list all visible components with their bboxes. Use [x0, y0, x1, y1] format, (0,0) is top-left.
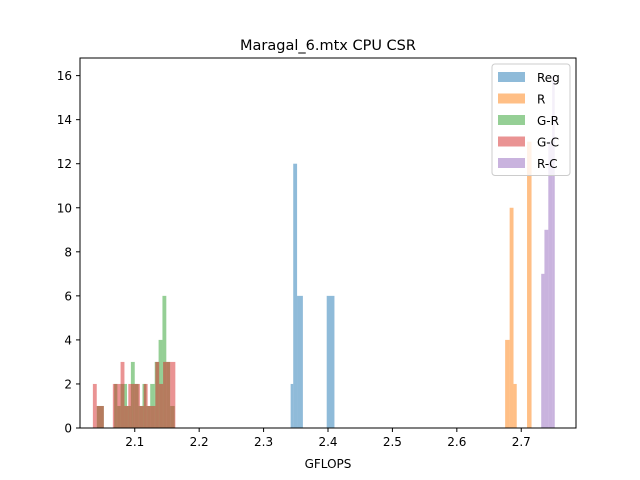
- bar-g-c-4: [120, 361, 125, 428]
- y-tick-label: 12: [57, 157, 72, 171]
- bar-g-c-2: [112, 383, 117, 428]
- legend-swatch-reg: [498, 72, 525, 82]
- x-tick-label: 2.6: [447, 435, 466, 449]
- y-tick-label: 2: [64, 377, 72, 391]
- bar-r-c-0: [541, 273, 545, 428]
- bars-layer: [92, 75, 555, 429]
- bar-r-c-1: [544, 229, 549, 428]
- x-tick-label: 2.7: [512, 435, 531, 449]
- y-axis: 0 2 4 6 8 10 12 14 16: [57, 69, 80, 436]
- bar-reg-3: [326, 295, 335, 428]
- bar-g-c-7: [132, 383, 137, 428]
- legend-label-r-c: R-C: [537, 157, 558, 171]
- chart-title: Maragal_6.mtx CPU CSR: [240, 38, 416, 54]
- legend-box: [491, 63, 571, 176]
- x-axis-label: GFLOPS: [305, 457, 352, 471]
- legend-label-g-c: G-C: [537, 136, 559, 150]
- bar-g-c-13: [155, 361, 160, 428]
- y-tick-label: 0: [64, 422, 72, 436]
- y-tick-label: 16: [57, 69, 72, 83]
- bar-r-c-2: [548, 141, 553, 428]
- bar-r-c-3: [552, 75, 555, 429]
- bar-g-c-10: [143, 383, 148, 428]
- legend-label-g-r: G-R: [537, 114, 559, 128]
- bar-g-c-1: [96, 405, 104, 428]
- bar-g-c-8: [136, 383, 140, 428]
- x-tick-label: 2.4: [318, 435, 337, 449]
- y-tick-label: 10: [57, 201, 72, 215]
- bar-g-c-12: [151, 405, 156, 428]
- x-tick-label: 2.1: [125, 435, 144, 449]
- bar-reg-2: [297, 295, 303, 428]
- y-tick-label: 4: [64, 333, 72, 347]
- bar-g-c-0: [92, 383, 97, 428]
- bar-reg-0: [290, 383, 294, 428]
- x-tick-label: 2.3: [254, 435, 273, 449]
- bar-r-1: [509, 207, 514, 428]
- bar-g-c-16: [166, 361, 171, 428]
- legend-label-reg: Reg: [537, 71, 560, 85]
- bar-g-c-17: [170, 361, 176, 428]
- bar-r-3: [527, 141, 532, 428]
- bar-g-r-10: [150, 383, 155, 428]
- y-tick-label: 14: [57, 113, 72, 127]
- bar-g-c-9: [139, 405, 144, 428]
- bar-r-0: [505, 339, 510, 428]
- bar-g-c-11: [147, 405, 152, 428]
- legend-swatch-g-c: [498, 136, 525, 147]
- y-tick-label: 6: [64, 289, 72, 303]
- legend-swatch-g-r: [498, 115, 525, 125]
- x-axis: 2.1 2.2 2.3 2.4 2.5 2.6 2.7: [125, 428, 531, 449]
- bar-r-2: [513, 383, 517, 428]
- x-tick-label: 2.2: [190, 435, 209, 449]
- series-r-c: [541, 75, 555, 429]
- legend-swatch-r: [498, 93, 525, 104]
- bar-g-c-6: [128, 383, 133, 428]
- legend: Reg R G-R G-C R-C: [491, 63, 571, 176]
- bar-g-c-5: [124, 405, 129, 428]
- bar-g-c-3: [116, 383, 121, 428]
- series-reg: [290, 163, 335, 428]
- y-tick-label: 8: [64, 245, 72, 259]
- legend-swatch-r-c: [498, 158, 525, 168]
- series-r: [505, 141, 532, 428]
- series-g-c: [92, 361, 176, 428]
- bar-g-c-14: [159, 383, 164, 428]
- legend-label-r: R: [537, 93, 545, 107]
- bar-reg-1: [293, 163, 298, 428]
- x-tick-label: 2.5: [383, 435, 402, 449]
- bar-g-c-15: [163, 361, 167, 428]
